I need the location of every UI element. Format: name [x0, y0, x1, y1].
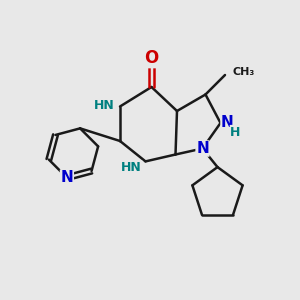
Text: N: N [196, 141, 209, 156]
Text: CH₃: CH₃ [232, 67, 255, 77]
Text: N: N [221, 115, 234, 130]
Text: N: N [61, 170, 73, 185]
Text: HN: HN [121, 161, 142, 174]
Text: H: H [230, 125, 241, 139]
Text: HN: HN [94, 99, 115, 112]
Text: O: O [144, 50, 159, 68]
